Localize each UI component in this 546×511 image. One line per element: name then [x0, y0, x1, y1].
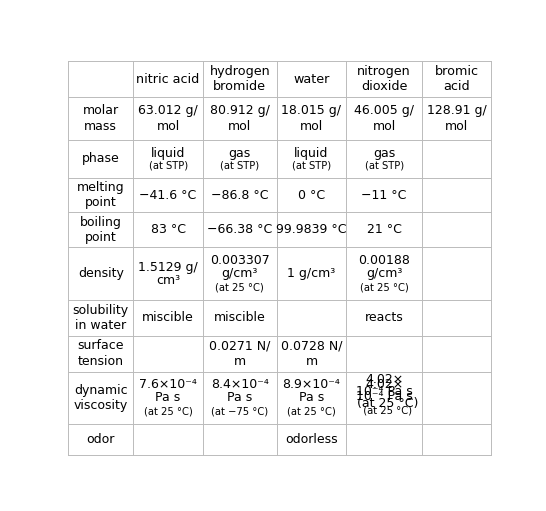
Text: 99.9839 °C: 99.9839 °C: [276, 223, 347, 237]
Text: 0.0271 N/
m: 0.0271 N/ m: [209, 339, 270, 368]
Text: reacts: reacts: [365, 312, 403, 324]
Text: surface
tension: surface tension: [78, 339, 124, 368]
Text: 8.9×10⁻⁴: 8.9×10⁻⁴: [283, 378, 341, 391]
Text: 4.02×: 4.02×: [365, 378, 403, 391]
Text: −11 °C: −11 °C: [361, 189, 407, 201]
Text: 1.5129 g/: 1.5129 g/: [138, 261, 198, 274]
Text: Pa s: Pa s: [299, 391, 324, 404]
Text: 0.0728 N/
m: 0.0728 N/ m: [281, 339, 342, 368]
Text: miscible: miscible: [214, 312, 266, 324]
Text: odor: odor: [87, 433, 115, 446]
Text: water: water: [293, 73, 330, 86]
Text: dynamic
viscosity: dynamic viscosity: [74, 384, 128, 412]
Text: 63.012 g/
mol: 63.012 g/ mol: [138, 104, 198, 132]
Text: 80.912 g/
mol: 80.912 g/ mol: [210, 104, 270, 132]
Text: hydrogen
bromide: hydrogen bromide: [210, 65, 270, 94]
Text: (at 25 °C): (at 25 °C): [216, 283, 264, 292]
Text: melting
point: melting point: [77, 181, 124, 210]
Text: (at −75 °C): (at −75 °C): [211, 407, 269, 417]
Text: phase: phase: [82, 152, 120, 165]
Text: nitric acid: nitric acid: [136, 73, 200, 86]
Text: 1 g/cm³: 1 g/cm³: [287, 267, 336, 280]
Text: −41.6 °C: −41.6 °C: [139, 189, 197, 201]
Text: 10⁻⁴ Pa s: 10⁻⁴ Pa s: [355, 390, 412, 404]
Text: 128.91 g/
mol: 128.91 g/ mol: [427, 104, 486, 132]
Text: 83 °C: 83 °C: [151, 223, 186, 237]
Text: (at STP): (at STP): [149, 160, 188, 170]
Text: solubility
in water: solubility in water: [73, 304, 129, 332]
Text: odorless: odorless: [285, 433, 338, 446]
Text: (at 25 °C): (at 25 °C): [349, 397, 419, 410]
Text: 7.6×10⁻⁴: 7.6×10⁻⁴: [139, 378, 197, 391]
Text: miscible: miscible: [142, 312, 194, 324]
Text: 46.005 g/
mol: 46.005 g/ mol: [354, 104, 414, 132]
Text: 18.015 g/
mol: 18.015 g/ mol: [282, 104, 341, 132]
Text: g/cm³: g/cm³: [366, 267, 402, 280]
Text: liquid: liquid: [151, 147, 185, 160]
Text: (at STP): (at STP): [220, 160, 259, 170]
Text: gas: gas: [229, 147, 251, 160]
Text: 0.003307: 0.003307: [210, 254, 270, 267]
Text: density: density: [78, 267, 124, 280]
Text: (at 25 °C): (at 25 °C): [144, 407, 193, 417]
Text: molar
mass: molar mass: [83, 104, 119, 132]
Text: nitrogen
dioxide: nitrogen dioxide: [357, 65, 411, 94]
Text: 0.00188: 0.00188: [358, 254, 410, 267]
Text: −66.38 °C: −66.38 °C: [207, 223, 272, 237]
Text: 8.4×10⁻⁴: 8.4×10⁻⁴: [211, 378, 269, 391]
Text: (at 25 °C): (at 25 °C): [287, 407, 336, 417]
Text: cm³: cm³: [156, 273, 180, 287]
Text: 10⁻⁴ Pa s: 10⁻⁴ Pa s: [355, 385, 412, 398]
Text: 0 °C: 0 °C: [298, 189, 325, 201]
Text: boiling
point: boiling point: [80, 216, 122, 244]
Text: (at STP): (at STP): [292, 160, 331, 170]
Text: liquid: liquid: [294, 147, 329, 160]
Text: 4.02×: 4.02×: [365, 373, 403, 386]
Text: g/cm³: g/cm³: [222, 267, 258, 280]
Text: Pa s: Pa s: [227, 391, 252, 404]
Text: gas: gas: [373, 147, 395, 160]
Text: (at 25 °C): (at 25 °C): [360, 283, 408, 292]
Text: 21 °C: 21 °C: [366, 223, 401, 237]
Text: −86.8 °C: −86.8 °C: [211, 189, 269, 201]
Text: (at 25 °C): (at 25 °C): [357, 406, 412, 415]
Text: Pa s: Pa s: [156, 391, 181, 404]
Text: bromic
acid: bromic acid: [435, 65, 479, 94]
Text: (at STP): (at STP): [365, 160, 403, 170]
